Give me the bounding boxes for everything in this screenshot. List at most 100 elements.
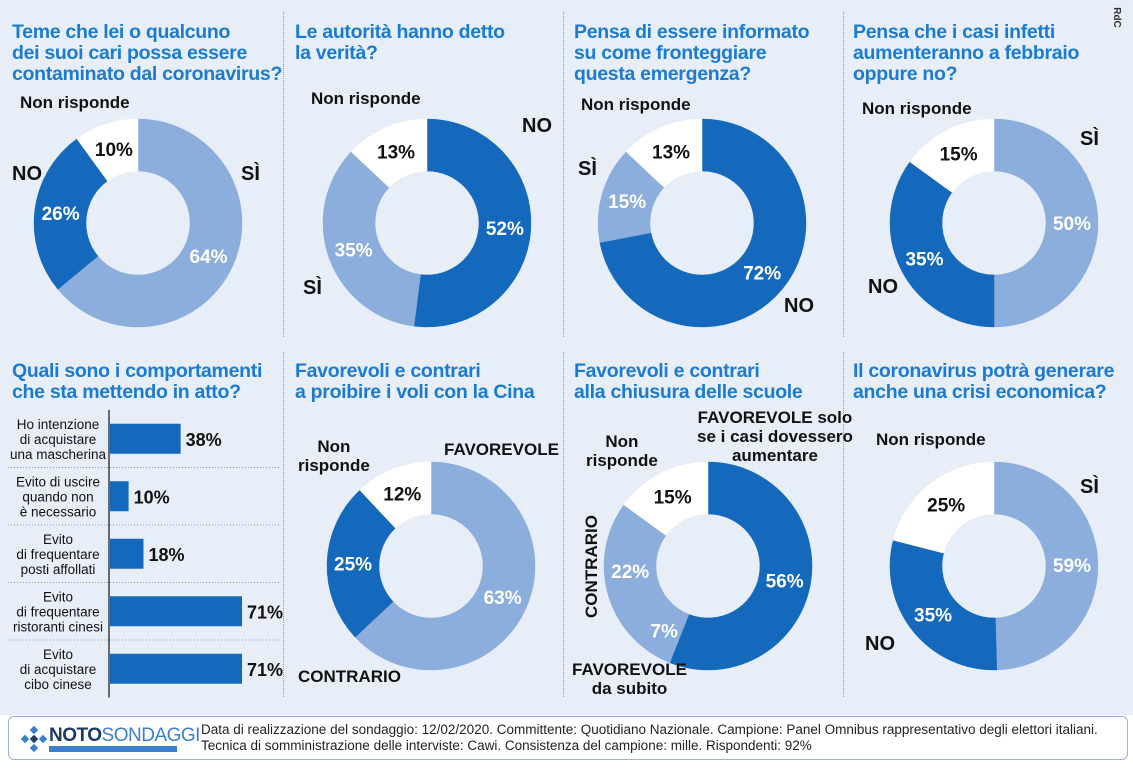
logo-wordmark: NOTOSONDAGGI <box>49 725 200 747</box>
label-line: se i casi dovessero <box>697 427 853 446</box>
bar-category-label: Evito di uscire <box>16 474 100 489</box>
donut-value-label: 25% <box>927 495 965 516</box>
title-line: Favorevoli e contrari <box>574 360 760 382</box>
donut-value-label: 12% <box>383 484 421 505</box>
donut-value-label: 72% <box>743 264 781 285</box>
title-line: Quali sono i comportamenti <box>12 360 263 382</box>
column-divider <box>283 12 285 337</box>
q7-title: Favorevoli e contrari alla chiusura delle… <box>574 360 803 403</box>
bar-category-label: di acquistare <box>20 432 97 447</box>
noto-sondaggi-logo: NOTOSONDAGGI <box>21 725 200 752</box>
donut-value-label: 56% <box>766 572 804 593</box>
title-line: oppure no? <box>853 63 958 85</box>
donut-slice <box>57 118 243 328</box>
q8-label-si: SÌ <box>1080 476 1099 498</box>
q7-label-contrario: CONTRARIO <box>582 515 601 618</box>
bar-category-label: di frequentare <box>16 604 99 619</box>
title-line: la verità? <box>295 42 378 64</box>
donut-slice <box>33 138 108 290</box>
title-line: alla chiusura delle scuole <box>574 381 803 403</box>
bar <box>110 653 242 684</box>
q7-label-favorevole-da-subito: FAVOREVOLE da subito <box>572 660 687 698</box>
donut-value-label: 35% <box>905 249 943 270</box>
q3-title: Pensa di essere informato su come fronteg… <box>574 21 810 85</box>
bar-category-label: una mascherina <box>10 447 107 462</box>
donut-value-label: 15% <box>654 488 692 509</box>
label-line: Non <box>605 432 639 451</box>
donut-value-label: 10% <box>95 140 133 161</box>
bar-value-label: 10% <box>134 487 170 507</box>
bar-category-label: di frequentare <box>16 547 99 562</box>
footer-box: NOTOSONDAGGI Data di realizzazione del s… <box>8 716 1128 760</box>
title-line: contaminato dal coronavirus? <box>12 63 283 85</box>
label-line: Non <box>317 437 351 456</box>
q7-label-non-risponde: Non risponde <box>586 432 658 470</box>
bar <box>110 423 181 454</box>
q6-label-non-risponde: Non risponde <box>298 437 370 475</box>
donut-value-label: 35% <box>335 240 373 261</box>
title-line: dei suoi cari possa essere <box>12 42 247 64</box>
title-line: Le autorità hanno detto <box>295 21 505 43</box>
q6-label-favorevole: FAVOREVOLE <box>444 440 559 459</box>
donut-value-label: 15% <box>940 145 978 166</box>
donut-slice <box>889 539 998 671</box>
donut-slice <box>76 118 139 182</box>
logo-main-text: NOTO <box>49 725 102 746</box>
q8-label-no: NO <box>865 633 895 655</box>
q4-label-non-risponde: Non risponde <box>862 99 972 118</box>
title-line: Pensa che i casi infetti <box>853 21 1055 43</box>
donut-slice <box>603 504 671 638</box>
bar-value-label: 71% <box>247 660 283 680</box>
title-line: Favorevoli e contrari <box>295 360 481 382</box>
donut-slice <box>359 461 432 529</box>
bar-value-label: 18% <box>148 545 184 565</box>
q6-title: Favorevoli e contrari a proibire i voli c… <box>295 360 535 403</box>
q2-donut-chart: 52% 35% 13% <box>322 118 532 328</box>
bar-value-label: 38% <box>186 430 222 450</box>
q2-label-no: NO <box>522 115 552 137</box>
donut-value-label: 26% <box>42 204 80 225</box>
donut-value-label: 13% <box>377 142 415 163</box>
donut-value-label: 52% <box>486 219 524 240</box>
bar-value-label: 71% <box>247 602 283 622</box>
bar-category-label: Evito <box>43 589 73 604</box>
q1-label-non-risponde: Non risponde <box>20 93 130 112</box>
bar-category-label: Evito <box>43 532 73 547</box>
logo-strip <box>49 746 177 752</box>
title-line: Pensa di essere informato <box>574 21 810 43</box>
donut-value-label: 25% <box>334 555 372 576</box>
title-line: che sta mettendo in atto? <box>12 381 241 403</box>
donut-value-label: 59% <box>1053 556 1091 577</box>
donut-slice <box>892 461 995 554</box>
q2-label-non-risponde: Non risponde <box>311 89 421 108</box>
donut-slice <box>669 461 813 671</box>
column-divider <box>563 12 565 337</box>
bar-category-label: cibo cinese <box>24 677 92 692</box>
label-line: FAVOREVOLE <box>572 660 687 679</box>
q6-donut-chart: 63% 25% 12% <box>326 461 536 671</box>
label-line: aumentare <box>731 446 818 465</box>
footer-line: Tecnica di somministrazione delle interv… <box>201 738 812 753</box>
label-line: FAVOREVOLE solo <box>697 408 853 427</box>
donut-value-label: 35% <box>914 606 952 627</box>
bar-category-label: è necessario <box>20 504 97 519</box>
q4-label-no: NO <box>868 276 898 298</box>
title-line: a proibire i voli con la Cina <box>295 381 535 403</box>
label-line: risponde <box>298 456 370 475</box>
q3-label-si: SÌ <box>578 158 597 180</box>
title-line: su come fronteggiare <box>574 42 767 64</box>
donut-value-label: 22% <box>611 562 649 583</box>
logo-mark-icon <box>21 726 47 752</box>
footer-line: Data di realizzazione del sondaggio: 12/… <box>201 722 1098 737</box>
q3-label-no: NO <box>784 295 814 317</box>
q5-title: Quali sono i comportamenti che sta metten… <box>12 361 262 403</box>
q4-donut-chart: 50% 35% 15% <box>889 118 1099 328</box>
donut-value-label: 15% <box>608 192 646 213</box>
q1-label-si: SÌ <box>241 163 260 185</box>
bar <box>110 538 144 569</box>
q1-label-no: NO <box>12 163 42 185</box>
logo-sub-text: SONDAGGI <box>101 725 201 746</box>
donut-slice <box>322 151 421 327</box>
donut-slice <box>889 161 995 328</box>
